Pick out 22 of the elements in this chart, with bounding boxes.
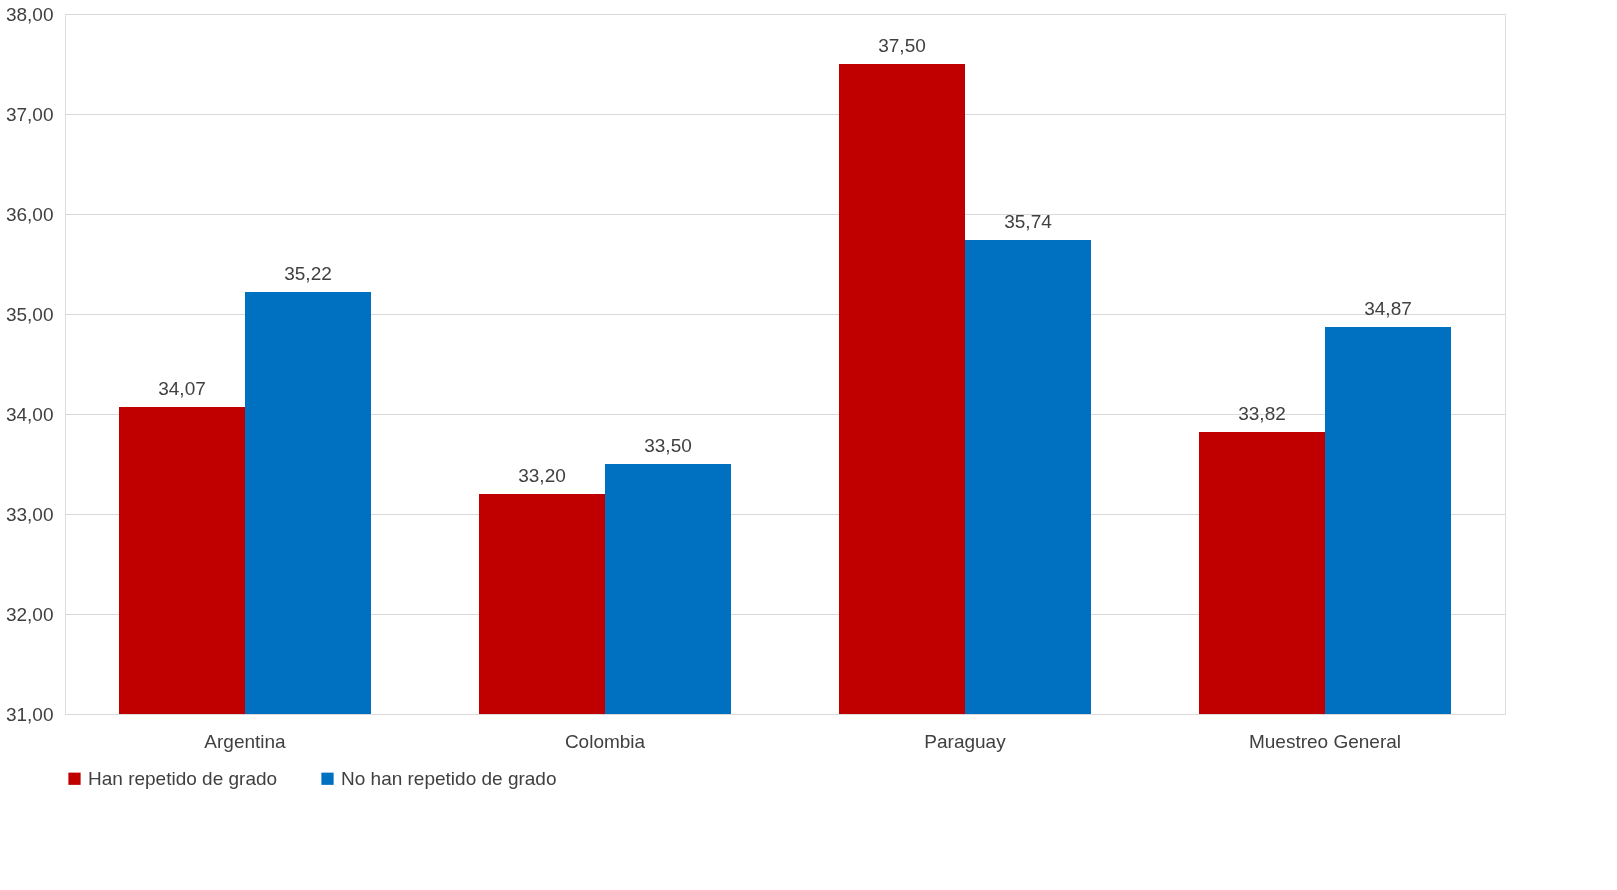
- data-label: 33,20: [518, 465, 566, 486]
- y-tick-label: 31,00: [5, 703, 54, 725]
- y-tick-label: 38,00: [5, 3, 54, 25]
- y-tick-label: 37,00: [5, 103, 54, 125]
- x-tick-label: Argentina: [204, 730, 287, 752]
- data-label: 37,50: [878, 35, 926, 56]
- y-tick-label: 36,00: [5, 203, 54, 225]
- data-label: 33,50: [644, 435, 692, 456]
- legend-label: No han repetido de grado: [341, 767, 557, 789]
- y-tick-label: 32,00: [5, 603, 54, 625]
- y-tick-label: 35,00: [5, 303, 54, 325]
- y-tick-label: 34,00: [5, 403, 54, 425]
- data-label: 35,22: [284, 263, 332, 284]
- data-label: 33,82: [1238, 403, 1286, 424]
- x-tick-label: Muestreo General: [1248, 730, 1402, 752]
- y-tick-label: 33,00: [5, 503, 54, 525]
- data-label: 34,07: [158, 378, 206, 399]
- data-label: 35,74: [1004, 211, 1053, 232]
- x-tick-label: Colombia: [564, 730, 646, 752]
- x-tick-label: Paraguay: [924, 730, 1007, 752]
- data-label: 34,87: [1364, 298, 1412, 319]
- legend-label: Han repetido de grado: [88, 767, 278, 789]
